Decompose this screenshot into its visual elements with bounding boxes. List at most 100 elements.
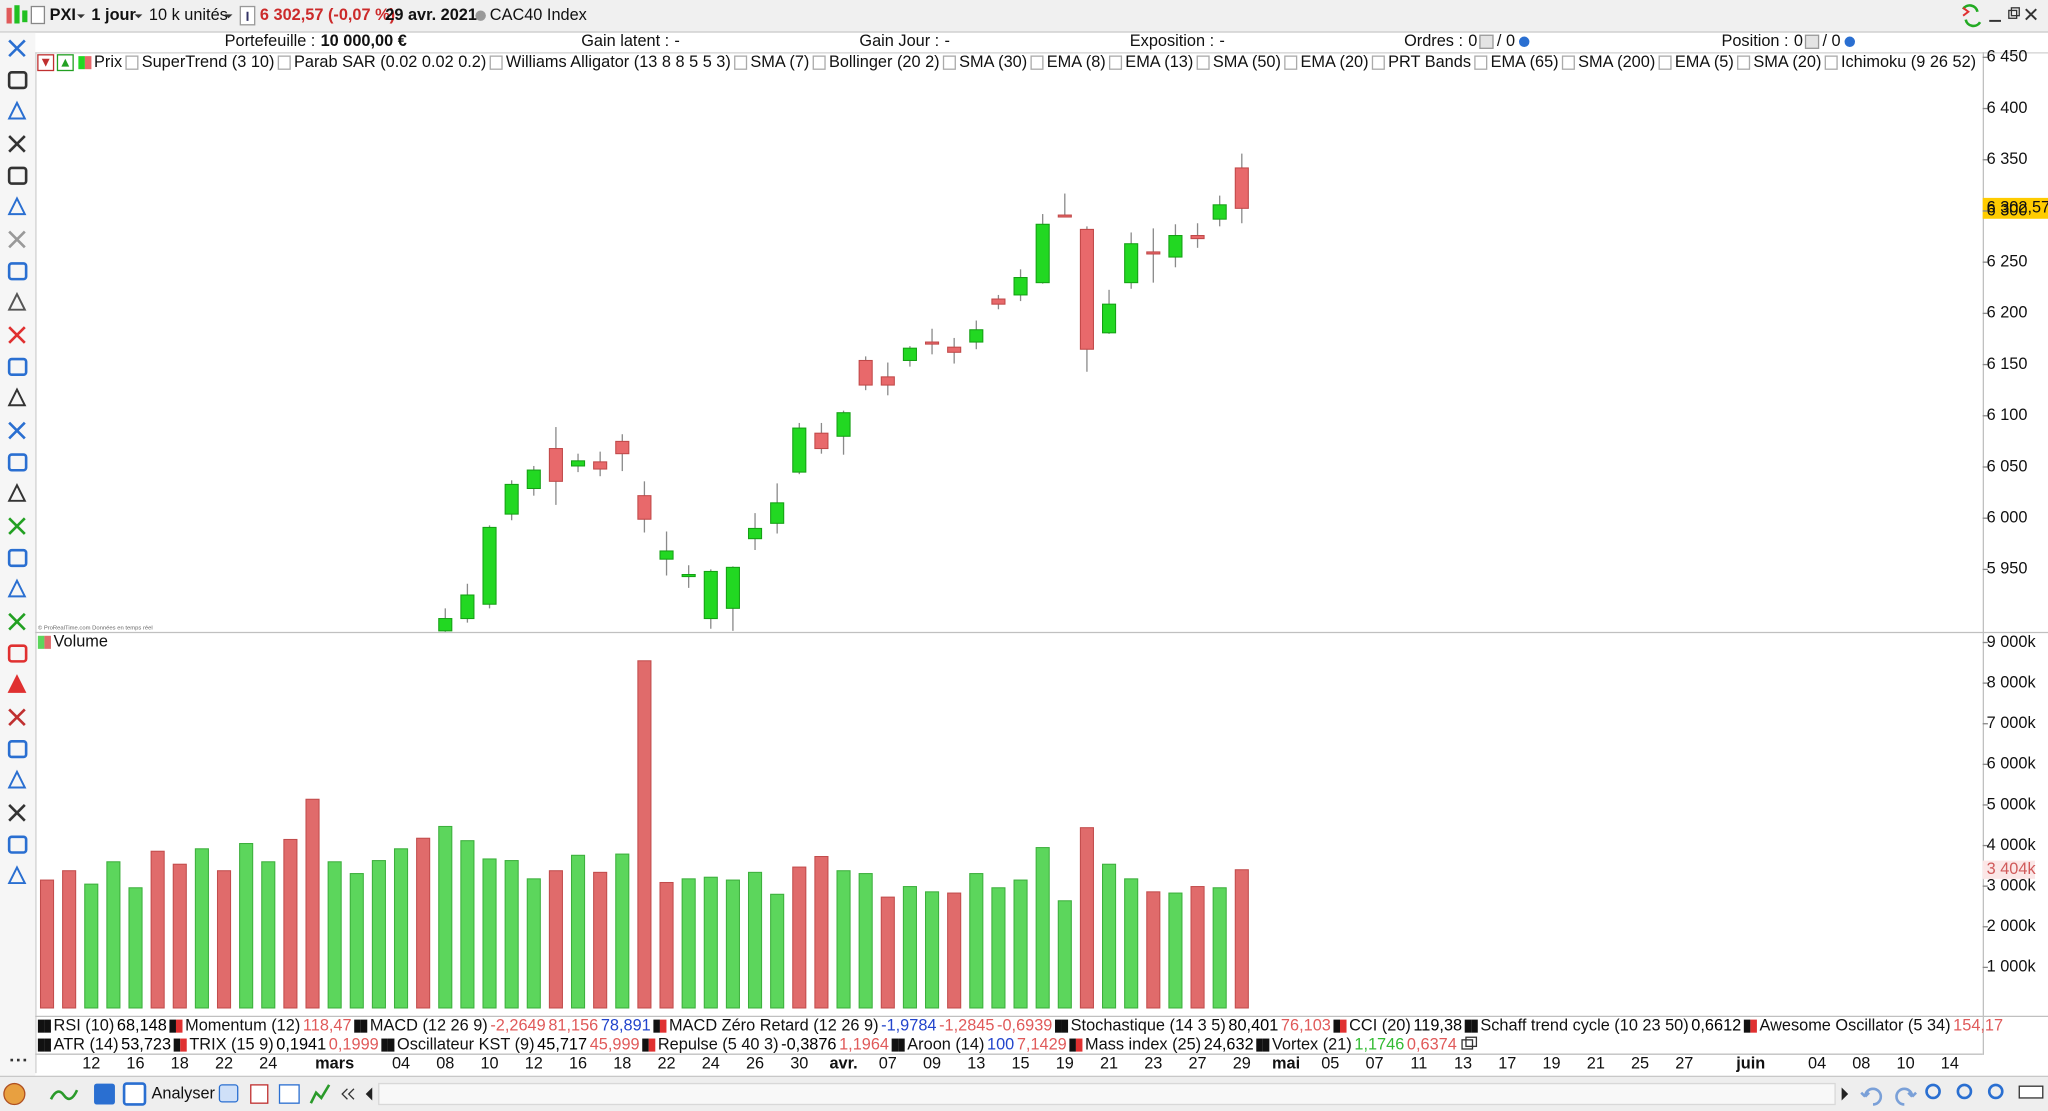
scrollbar[interactable]: [378, 1082, 1836, 1106]
symbol-icon[interactable]: [6, 5, 46, 25]
overlay-checkbox[interactable]: [1737, 55, 1751, 70]
overlay-name[interactable]: Williams Alligator (13 8 8 5 5 3): [506, 53, 731, 71]
indicator-swatch[interactable]: [354, 1019, 361, 1033]
overlay-checkbox[interactable]: [1824, 55, 1838, 70]
overlay-name[interactable]: SMA (20): [1753, 53, 1821, 71]
indicator-swatch[interactable]: [381, 1038, 388, 1052]
indicator-swatch[interactable]: [1069, 1038, 1076, 1052]
indicator-swatch[interactable]: [653, 1019, 660, 1033]
order-icon[interactable]: [1518, 36, 1530, 47]
tool-icon[interactable]: [8, 517, 26, 535]
indicator-swatch[interactable]: [169, 1019, 176, 1033]
indicator-swatch[interactable]: [1055, 1019, 1062, 1033]
share-icon[interactable]: [94, 1083, 115, 1105]
tool-icon[interactable]: [7, 674, 27, 693]
overlay-checkbox[interactable]: [942, 55, 956, 70]
tool-icon[interactable]: [7, 453, 28, 472]
indicator-icon[interactable]: [49, 1089, 79, 1101]
zoom-in[interactable]: [1987, 1083, 2004, 1100]
indicator-swatch[interactable]: [642, 1038, 649, 1052]
tool-icon[interactable]: [8, 230, 26, 249]
indicator-name[interactable]: MACD Zéro Retard (12 26 9): [669, 1016, 878, 1034]
overlay-name[interactable]: Ichimoku (9 26 52): [1841, 53, 1976, 71]
scroll-left[interactable]: [365, 1087, 373, 1101]
overlay-checkbox[interactable]: [277, 55, 291, 70]
overlay-checkbox[interactable]: [812, 55, 826, 70]
tool-icon[interactable]: [7, 196, 27, 216]
tool-icon[interactable]: [7, 262, 28, 281]
indicator-name[interactable]: ATR (14): [54, 1035, 119, 1053]
panel-icon[interactable]: [122, 1082, 147, 1106]
indicator-swatch[interactable]: [1464, 1019, 1472, 1033]
tool-icon[interactable]: [7, 291, 27, 311]
overlay-name[interactable]: SuperTrend (3 10): [142, 53, 275, 71]
tool-icon[interactable]: [7, 769, 27, 789]
overlay-name[interactable]: EMA (65): [1491, 53, 1559, 71]
tool-icon[interactable]: [8, 135, 26, 153]
indicator-swatch[interactable]: [37, 1019, 45, 1033]
indicator-name[interactable]: Momentum (12): [185, 1016, 300, 1034]
redo[interactable]: [1895, 1087, 1918, 1106]
overlay-checkbox[interactable]: [1030, 55, 1044, 70]
overlay-checkbox[interactable]: [1284, 55, 1298, 70]
dropdown-arrow[interactable]: [224, 14, 233, 19]
indicator-swatch[interactable]: [891, 1038, 899, 1052]
overlay-checkbox[interactable]: [1196, 55, 1210, 70]
zoom-fit[interactable]: [1925, 1083, 1941, 1100]
overlay-checkbox[interactable]: [489, 55, 503, 70]
zoom-out[interactable]: [1956, 1083, 1973, 1100]
tool-icon[interactable]: [7, 166, 28, 185]
overlay-name[interactable]: SMA (50): [1213, 53, 1281, 71]
ruler-icon[interactable]: [2018, 1085, 2044, 1099]
indicator-name[interactable]: Oscillateur KST (9): [397, 1035, 535, 1053]
overlay-checkbox[interactable]: [1371, 55, 1385, 70]
overlay-name[interactable]: SMA (7): [750, 53, 809, 71]
tool-icon[interactable]: [8, 612, 26, 631]
overlay-name[interactable]: SMA (200): [1578, 53, 1655, 71]
overlay-name[interactable]: EMA (20): [1301, 53, 1369, 71]
tool-icon[interactable]: [7, 739, 28, 759]
indicator-swatch[interactable]: [37, 1038, 45, 1052]
dropdown-arrow[interactable]: [77, 14, 85, 19]
period[interactable]: 1 jour: [91, 6, 136, 24]
indicator-name[interactable]: Schaff trend cycle (10 23 50): [1480, 1016, 1688, 1034]
bottom-icons[interactable]: [3, 1082, 147, 1106]
indicator-name[interactable]: Stochastique (14 3 5): [1071, 1016, 1226, 1034]
analyze-button[interactable]: Analyser: [152, 1084, 216, 1102]
overlay-checkbox[interactable]: [734, 55, 748, 70]
expand-icon[interactable]: [1461, 1039, 1474, 1050]
indicator-name[interactable]: Awesome Oscillator (5 34): [1760, 1016, 1951, 1034]
restore[interactable]: [2008, 9, 2018, 19]
indicator-name[interactable]: Repulse (5 40 3): [658, 1035, 779, 1053]
overlay-name[interactable]: EMA (8): [1047, 53, 1106, 71]
indicator-name[interactable]: Mass index (25): [1085, 1035, 1201, 1053]
overlay-name[interactable]: Bollinger (20 2): [829, 53, 940, 71]
tool-icon[interactable]: [8, 708, 26, 727]
indicator-swatch[interactable]: [173, 1038, 181, 1052]
indicator-swatch[interactable]: [1256, 1038, 1263, 1052]
quantity[interactable]: 10 k unités: [149, 6, 228, 24]
tool-icon[interactable]: [7, 644, 28, 663]
tool-icon[interactable]: [7, 387, 27, 407]
indicator-name[interactable]: Vortex (21): [1272, 1035, 1352, 1053]
order-icon[interactable]: [1479, 34, 1494, 49]
overlay-checkbox[interactable]: [1658, 55, 1672, 70]
indicator-swatch[interactable]: [1333, 1019, 1340, 1033]
report-icon[interactable]: [250, 1084, 269, 1104]
dropdown-arrow[interactable]: [134, 14, 143, 19]
tool-icon[interactable]: [8, 804, 26, 822]
scroll-right[interactable]: [1841, 1087, 1849, 1101]
overlay-checkbox[interactable]: [1474, 55, 1488, 70]
overlay-name[interactable]: SMA (30): [959, 53, 1027, 71]
undo[interactable]: [1860, 1087, 1883, 1106]
chart-icon[interactable]: [309, 1084, 331, 1104]
overlay-checkbox[interactable]: [1561, 55, 1575, 70]
window-controls[interactable]: [1961, 4, 2037, 28]
indicator-name[interactable]: MACD (12 26 9): [370, 1016, 488, 1034]
tool-icon[interactable]: [8, 39, 26, 58]
tool-icon[interactable]: [8, 326, 26, 344]
indicator-name[interactable]: CCI (20): [1349, 1016, 1411, 1034]
collapse-icon[interactable]: [341, 1088, 355, 1100]
overlay-checkbox[interactable]: [125, 55, 139, 70]
tool-icon[interactable]: [7, 865, 27, 885]
